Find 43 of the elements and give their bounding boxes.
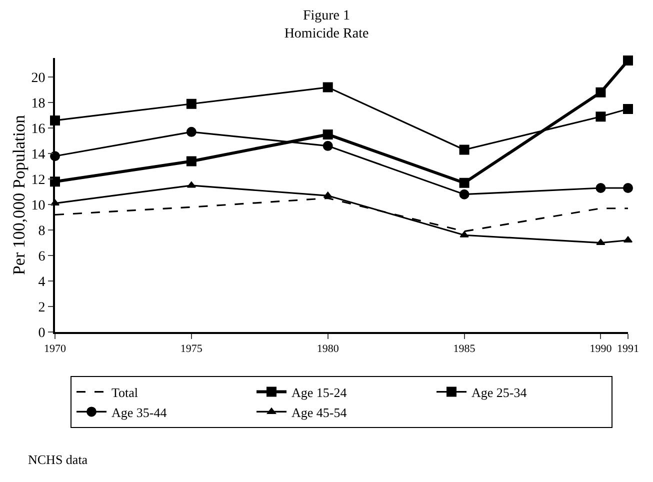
point (596, 112, 606, 122)
y-tick-label: 18 (31, 96, 46, 112)
y-tick-label: 8 (38, 224, 46, 239)
y-axis-title: Per 100,000 Population (9, 114, 28, 276)
y-tick-label: 12 (31, 172, 46, 188)
point (322, 140, 333, 151)
y-tick-label: 2 (38, 300, 46, 316)
legend-label: Age 35-44 (112, 404, 168, 420)
point (623, 56, 633, 66)
point (623, 182, 633, 193)
legend-label: Total (112, 384, 138, 400)
point (322, 129, 333, 140)
x-tick-label: 1970 (44, 343, 66, 356)
legend-label: Age 25-34 (472, 384, 528, 400)
point (322, 82, 333, 92)
point (623, 104, 633, 114)
x-tick-label: 1980 (316, 343, 340, 356)
y-tick-label: 0 (38, 326, 46, 341)
x-tick-label: 1991 (617, 343, 639, 356)
point (596, 182, 606, 193)
text: NCHS data (28, 452, 88, 467)
y-tick-label: 10 (31, 198, 46, 214)
legend-label: Age 45-54 (292, 404, 348, 420)
point (459, 144, 470, 155)
point (459, 178, 470, 188)
y-tick-label: 6 (38, 249, 46, 264)
point (186, 156, 196, 166)
x-tick-label: 1990 (590, 343, 612, 356)
y-tick-label: 16 (31, 122, 46, 137)
point (596, 238, 606, 246)
y-tick-label: 14 (31, 147, 46, 162)
x-tick-label: 1985 (453, 343, 476, 356)
point (596, 87, 606, 98)
legend-label: Age 15-24 (292, 384, 348, 400)
point (186, 126, 196, 137)
x-tick-label: 1975 (180, 343, 203, 356)
y-tick-label: 4 (38, 274, 46, 290)
point (186, 181, 196, 188)
y-tick-label: 20 (31, 71, 46, 86)
chart-title: Figure 1 (302, 8, 350, 24)
chart-subtitle: Homicide Rate (284, 26, 369, 42)
point (186, 98, 196, 109)
point (459, 189, 470, 200)
